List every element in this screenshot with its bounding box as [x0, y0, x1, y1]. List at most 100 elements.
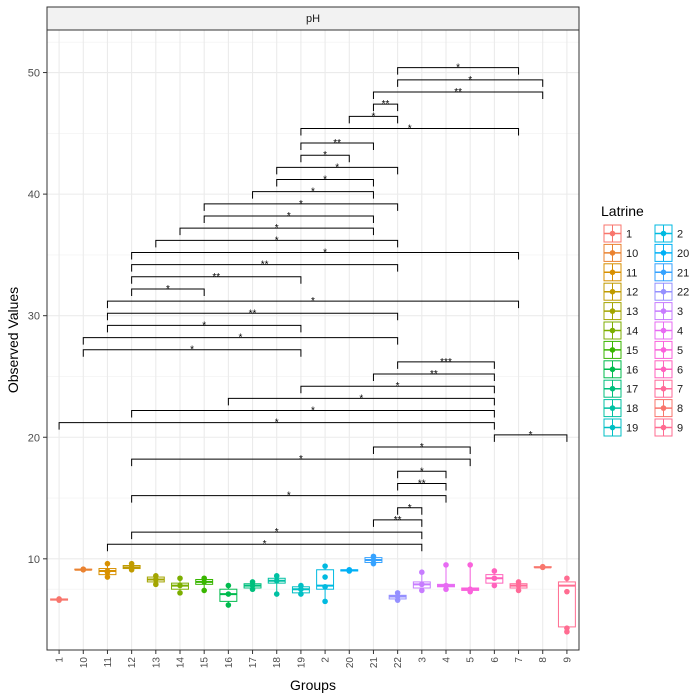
bracket: *** — [397, 357, 495, 369]
significance-label: * — [311, 296, 315, 307]
bracket: * — [276, 175, 374, 187]
legend-item-3: 3 — [654, 302, 683, 321]
legend-label: 20 — [677, 248, 689, 260]
data-point — [153, 573, 159, 579]
legend-key-point — [660, 308, 667, 314]
data-point — [298, 591, 304, 597]
legend-item-12: 12 — [603, 282, 638, 301]
x-tick-label: 9 — [562, 657, 573, 663]
y-tick-label: 10 — [28, 554, 40, 566]
box-group-20 — [340, 566, 359, 574]
bracket-line — [106, 312, 399, 321]
bracket-line — [155, 239, 399, 248]
x-tick-label: 13 — [151, 657, 162, 669]
legend-label: 10 — [626, 248, 638, 260]
legend-label: 22 — [677, 287, 689, 299]
box-group-12 — [122, 560, 141, 573]
x-tick-label: 19 — [296, 657, 307, 669]
legend-label: 13 — [626, 306, 638, 318]
legend-key-point — [609, 327, 616, 334]
legend-label: 12 — [626, 287, 638, 299]
bracket-line — [179, 227, 374, 236]
significance-label: * — [275, 418, 279, 429]
legend-label: 6 — [677, 364, 683, 376]
legend-key-point — [660, 269, 667, 276]
legend-label: 5 — [677, 345, 683, 357]
x-tick-label: 14 — [176, 657, 187, 669]
bracket-line — [82, 349, 302, 357]
legend-key-point — [660, 230, 667, 237]
significance-label: * — [323, 175, 327, 186]
data-point — [104, 568, 111, 574]
significance-label: * — [275, 235, 279, 246]
x-tick-label: 21 — [369, 657, 380, 669]
bracket-line — [372, 446, 471, 454]
bracket: * — [58, 418, 495, 430]
bracket: * — [300, 381, 495, 394]
box-group-15 — [195, 575, 214, 594]
data-point — [564, 625, 570, 631]
legend-label: 4 — [677, 326, 683, 338]
data-point — [225, 602, 232, 608]
data-point — [346, 566, 353, 573]
box-group-14 — [171, 575, 189, 596]
box-group-7 — [509, 579, 528, 594]
bracket: * — [397, 75, 544, 87]
legend-label: 9 — [677, 423, 683, 435]
x-tick-label: 10 — [79, 657, 90, 669]
data-point — [177, 575, 183, 582]
significance-label: * — [456, 63, 460, 74]
box-group-19 — [291, 582, 310, 597]
significance-label: * — [311, 187, 315, 198]
bracket: * — [227, 393, 495, 406]
data-point — [104, 574, 111, 580]
x-axis-title: Groups — [290, 677, 336, 693]
bracket-line — [203, 215, 374, 223]
legend-item-13: 13 — [603, 302, 638, 321]
box-group-18 — [267, 573, 286, 597]
box-group-1 — [50, 596, 69, 603]
bracket-line — [131, 264, 399, 272]
bracket-line — [300, 385, 495, 394]
bracket: * — [131, 527, 423, 540]
legend-item-5: 5 — [654, 340, 683, 359]
data-point — [322, 563, 328, 569]
legend-title: Latrine — [601, 203, 644, 219]
legend-key-point — [660, 347, 667, 353]
box-group-6 — [485, 568, 504, 589]
data-point — [515, 587, 522, 594]
facet-label: pH — [306, 13, 320, 25]
bracket: * — [348, 111, 399, 124]
box-group-5 — [461, 562, 480, 595]
data-point — [322, 583, 328, 590]
data-point — [322, 574, 328, 580]
bracket: ** — [372, 87, 544, 99]
legend-key-point — [609, 288, 616, 295]
bracket: * — [131, 284, 205, 296]
bracket-line — [397, 67, 520, 75]
bracket-line — [106, 300, 520, 309]
x-tick-label: 4 — [442, 657, 453, 663]
bracket-line — [372, 103, 399, 112]
bracket-line — [397, 79, 544, 87]
legend-key-point — [609, 269, 616, 276]
significance-label: * — [408, 123, 412, 134]
bracket: ** — [131, 260, 399, 272]
bracket: * — [203, 211, 374, 223]
legend-key-point — [660, 288, 667, 295]
bracket: ** — [372, 369, 495, 382]
bracket: * — [493, 430, 568, 442]
x-tick-label: 2 — [321, 657, 332, 663]
bracket: * — [82, 333, 399, 345]
bracket: * — [397, 466, 447, 479]
legend-key-point — [609, 366, 616, 373]
bracket-line — [300, 154, 350, 163]
bracket-line — [397, 361, 495, 369]
x-tick-label: 16 — [224, 657, 235, 669]
significance-label: * — [396, 381, 400, 392]
box-group-3 — [412, 569, 431, 594]
data-point — [177, 582, 183, 589]
y-axis: 10 20 30 40 50 — [28, 68, 47, 566]
bracket-line — [131, 531, 423, 540]
